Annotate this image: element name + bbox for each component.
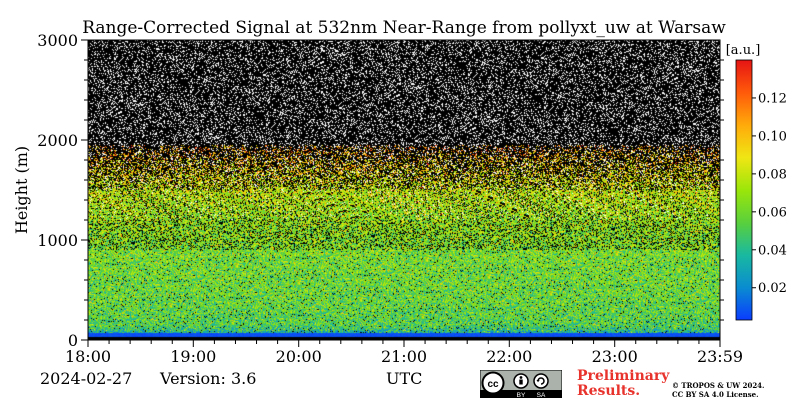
y-axis-label: Height (m) <box>12 146 31 234</box>
x-tick-label: 22:00 <box>486 347 532 366</box>
preliminary-line2: Results. <box>577 383 641 399</box>
x-axis: 18:00 19:00 20:00 21:00 22:00 23:00 23:5… <box>65 340 743 366</box>
colorbar-tick-label: 0.04 <box>758 243 787 258</box>
license-line2: CC BY SA 4.0 License. <box>672 390 759 399</box>
x-tick-label: 23:00 <box>592 347 638 366</box>
colorbar-frame <box>735 59 753 321</box>
minor-ticks <box>84 59 724 344</box>
colorbar-gradient <box>736 60 752 320</box>
y-axis: 0 1000 2000 3000 Height (m) <box>12 31 88 350</box>
sa-text: SA <box>537 392 546 398</box>
license-note: © TROPOS & UW 2024. CC BY SA 4.0 License… <box>672 381 765 399</box>
y-tick-label: 0 <box>68 331 78 350</box>
colorbar-tick-label: 0.10 <box>758 129 787 144</box>
colorbar: [a.u.] 0.02 0.04 0.06 0.08 0.10 0.12 <box>726 43 787 321</box>
colorbar-unit-label: [a.u.] <box>726 43 761 58</box>
signal-heatmap <box>88 40 720 340</box>
colorbar-ticks: 0.02 0.04 0.06 0.08 0.10 0.12 <box>752 91 787 296</box>
x-tick-label: 20:00 <box>276 347 322 366</box>
cc-by-sa-badge[interactable]: cc BY SA <box>480 370 562 398</box>
preliminary-line1: Preliminary <box>577 368 670 384</box>
version-label: Version: 3.6 <box>160 369 257 388</box>
colorbar-tick-label: 0.12 <box>758 91 787 106</box>
x-tick-label: 18:00 <box>65 347 111 366</box>
y-tick-label: 1000 <box>37 231 78 250</box>
colorbar-tick-label: 0.08 <box>758 167 787 182</box>
cc-text: cc <box>487 379 499 390</box>
preliminary-note: Preliminary Results. <box>577 369 669 399</box>
x-tick-label: 23:59 <box>697 347 743 366</box>
license-line1: © TROPOS & UW 2024. <box>672 381 765 390</box>
date-label: 2024-02-27 <box>40 369 133 388</box>
colorbar-tick-label: 0.02 <box>758 281 787 296</box>
chart-title: Range-Corrected Signal at 532nm Near-Ran… <box>82 18 726 38</box>
y-tick-label: 3000 <box>37 31 78 50</box>
x-axis-label: UTC <box>386 369 423 388</box>
cc-icon <box>481 371 505 395</box>
x-tick-label: 21:00 <box>381 347 427 366</box>
x-tick-label: 19:00 <box>170 347 216 366</box>
y-tick-label: 2000 <box>37 131 78 150</box>
sa-share-alike-icon <box>533 373 549 389</box>
by-text: BY <box>517 392 526 398</box>
colorbar-tick-label: 0.06 <box>758 205 787 220</box>
